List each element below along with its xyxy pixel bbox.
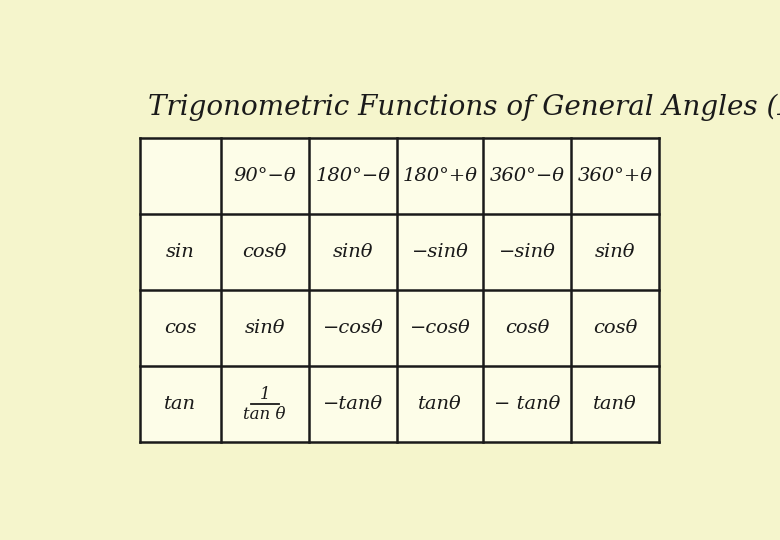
Text: tanθ: tanθ bbox=[418, 395, 462, 413]
Text: 90°−θ: 90°−θ bbox=[233, 167, 296, 185]
Bar bbox=[397, 138, 483, 214]
Text: tanθ: tanθ bbox=[594, 395, 637, 413]
Text: cosθ: cosθ bbox=[243, 243, 287, 261]
Bar bbox=[309, 138, 397, 214]
Bar bbox=[221, 138, 309, 214]
Bar bbox=[483, 138, 571, 214]
Text: −cosθ: −cosθ bbox=[323, 319, 384, 337]
Text: tan θ: tan θ bbox=[243, 407, 286, 423]
Text: sinθ: sinθ bbox=[244, 319, 285, 337]
Text: cos: cos bbox=[164, 319, 197, 337]
Text: −sinθ: −sinθ bbox=[498, 243, 555, 261]
Text: Trigonometric Functions of General Angles (II): Trigonometric Functions of General Angle… bbox=[148, 93, 780, 121]
Text: −sinθ: −sinθ bbox=[412, 243, 469, 261]
Bar bbox=[140, 138, 221, 214]
Bar bbox=[221, 290, 309, 366]
Bar bbox=[397, 290, 483, 366]
Text: − tanθ: − tanθ bbox=[494, 395, 560, 413]
Bar bbox=[309, 214, 397, 290]
Bar bbox=[483, 290, 571, 366]
Bar bbox=[309, 290, 397, 366]
Bar bbox=[140, 290, 221, 366]
Text: −tanθ: −tanθ bbox=[323, 395, 383, 413]
Text: 180°+θ: 180°+θ bbox=[402, 167, 477, 185]
Bar bbox=[221, 214, 309, 290]
Text: tan: tan bbox=[165, 395, 197, 413]
Bar bbox=[309, 366, 397, 442]
Bar bbox=[571, 290, 659, 366]
Bar bbox=[140, 214, 221, 290]
Text: 180°−θ: 180°−θ bbox=[316, 167, 391, 185]
Text: cosθ: cosθ bbox=[505, 319, 549, 337]
Bar bbox=[571, 214, 659, 290]
Text: sinθ: sinθ bbox=[333, 243, 374, 261]
Bar bbox=[571, 366, 659, 442]
Text: 360°−θ: 360°−θ bbox=[490, 167, 565, 185]
Text: −cosθ: −cosθ bbox=[410, 319, 470, 337]
Bar bbox=[140, 366, 221, 442]
Text: sin: sin bbox=[166, 243, 195, 261]
Text: 360°+θ: 360°+θ bbox=[578, 167, 653, 185]
Bar bbox=[397, 366, 483, 442]
Text: 1: 1 bbox=[260, 386, 270, 403]
Bar bbox=[397, 214, 483, 290]
Bar bbox=[483, 366, 571, 442]
Text: sinθ: sinθ bbox=[595, 243, 636, 261]
Bar bbox=[483, 214, 571, 290]
Bar bbox=[221, 366, 309, 442]
Bar bbox=[571, 138, 659, 214]
Text: cosθ: cosθ bbox=[593, 319, 637, 337]
